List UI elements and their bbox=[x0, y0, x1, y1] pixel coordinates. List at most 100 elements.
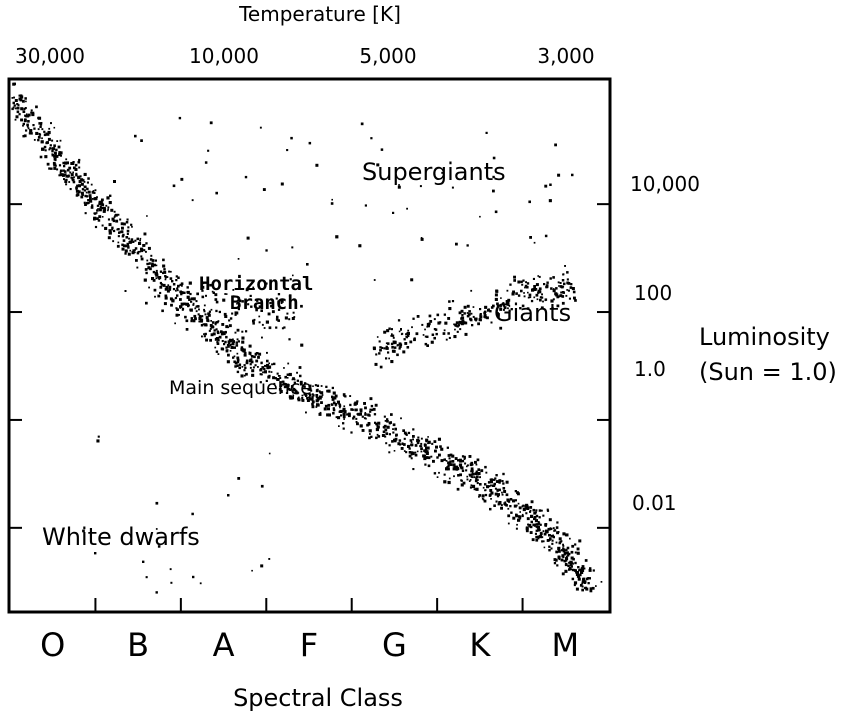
star-point-main-sequence bbox=[542, 514, 545, 517]
star-point-main-sequence bbox=[96, 217, 99, 220]
star-point-main-sequence bbox=[525, 526, 529, 530]
star-point-main-sequence bbox=[19, 97, 22, 100]
star-point-main-sequence bbox=[420, 447, 423, 450]
star-point-giants bbox=[454, 328, 456, 331]
star-point-giants bbox=[455, 325, 457, 327]
star-point-giants bbox=[386, 329, 390, 333]
star-point-main-sequence bbox=[251, 373, 255, 377]
star-point-main-sequence bbox=[364, 406, 367, 410]
star-point-main-sequence bbox=[410, 443, 414, 447]
star-point-horizontal-branch bbox=[202, 323, 205, 326]
star-point-giants bbox=[487, 308, 490, 312]
star-point-main-sequence bbox=[257, 356, 260, 359]
star-point-giants bbox=[426, 322, 430, 326]
star-point-white-dwarfs bbox=[268, 558, 271, 560]
star-point-horizontal-branch bbox=[180, 291, 184, 295]
star-point-main-sequence bbox=[151, 264, 155, 268]
star-point-main-sequence bbox=[298, 366, 302, 369]
star-point-main-sequence bbox=[128, 237, 130, 240]
star-point-main-sequence bbox=[139, 237, 142, 240]
star-point-main-sequence bbox=[296, 379, 299, 382]
star-point-main-sequence bbox=[339, 409, 343, 413]
star-point-main-sequence bbox=[41, 128, 44, 131]
star-point-main-sequence bbox=[521, 513, 524, 516]
star-point-main-sequence bbox=[108, 223, 112, 227]
star-point-main-sequence bbox=[126, 218, 129, 221]
star-point-horizontal-branch bbox=[202, 282, 205, 285]
star-point-main-sequence bbox=[121, 235, 125, 238]
star-point-main-sequence bbox=[65, 175, 68, 178]
star-point-main-sequence bbox=[276, 372, 279, 375]
star-point-main-sequence bbox=[285, 392, 288, 394]
star-point-main-sequence bbox=[367, 422, 371, 426]
star-point-main-sequence bbox=[475, 463, 478, 466]
star-point-horizontal-branch bbox=[164, 296, 168, 300]
star-point-main-sequence bbox=[50, 167, 53, 170]
star-point-giants bbox=[520, 280, 523, 283]
star-point-giants bbox=[527, 296, 530, 299]
star-point-giants bbox=[398, 330, 401, 333]
star-point-horizontal-branch bbox=[241, 300, 244, 303]
star-point-supergiants bbox=[331, 198, 333, 201]
star-point-main-sequence bbox=[64, 180, 68, 183]
star-point-main-sequence bbox=[245, 359, 249, 363]
star-point-main-sequence bbox=[566, 554, 570, 557]
star-point-main-sequence bbox=[516, 523, 518, 526]
star-point-main-sequence bbox=[462, 481, 466, 485]
star-point-main-sequence bbox=[569, 537, 571, 540]
star-point-giants bbox=[490, 321, 493, 324]
star-point-main-sequence bbox=[79, 175, 82, 178]
star-point-main-sequence bbox=[514, 499, 517, 502]
star-point-main-sequence bbox=[229, 344, 232, 347]
star-point-main-sequence bbox=[27, 114, 30, 118]
star-point-main-sequence bbox=[198, 314, 201, 318]
star-point-horizontal-branch bbox=[275, 318, 279, 321]
star-point-main-sequence bbox=[47, 130, 51, 135]
star-point-main-sequence bbox=[234, 331, 237, 334]
star-point-main-sequence bbox=[76, 193, 80, 197]
star-point-horizontal-branch bbox=[225, 293, 228, 295]
star-point-giants bbox=[484, 310, 487, 314]
star-point-main-sequence bbox=[63, 165, 66, 168]
star-point-supergiants bbox=[420, 237, 423, 239]
star-point-main-sequence bbox=[299, 374, 302, 378]
star-point-main-sequence bbox=[162, 264, 166, 268]
star-point-main-sequence bbox=[315, 394, 319, 397]
star-point-main-sequence bbox=[134, 251, 136, 254]
star-point-main-sequence bbox=[424, 445, 427, 447]
star-point-main-sequence bbox=[366, 423, 369, 427]
star-point-main-sequence bbox=[477, 471, 481, 476]
star-point-main-sequence bbox=[92, 190, 95, 192]
star-point-main-sequence bbox=[278, 387, 282, 391]
star-point-main-sequence bbox=[581, 585, 584, 588]
star-point-main-sequence bbox=[420, 437, 423, 440]
star-point-main-sequence bbox=[370, 404, 374, 408]
star-point-main-sequence bbox=[226, 344, 230, 347]
star-point-main-sequence bbox=[127, 245, 130, 248]
star-point-main-sequence bbox=[325, 385, 328, 388]
star-point-main-sequence bbox=[111, 226, 114, 229]
star-point-main-sequence bbox=[87, 177, 90, 180]
star-point-main-sequence bbox=[170, 270, 172, 273]
star-point-main-sequence bbox=[535, 509, 538, 512]
star-point-main-sequence bbox=[53, 157, 57, 161]
star-point-main-sequence bbox=[58, 174, 61, 177]
star-point-main-sequence bbox=[172, 283, 176, 286]
star-point-main-sequence bbox=[75, 172, 78, 175]
star-point-main-sequence bbox=[59, 139, 62, 142]
star-point-main-sequence bbox=[301, 397, 304, 400]
star-point-main-sequence bbox=[408, 447, 411, 450]
star-point-main-sequence bbox=[64, 173, 67, 176]
star-point-main-sequence bbox=[332, 407, 335, 410]
star-point-main-sequence bbox=[536, 523, 539, 526]
star-point-main-sequence bbox=[574, 561, 577, 565]
star-point-main-sequence bbox=[503, 502, 506, 505]
star-point-main-sequence bbox=[475, 487, 479, 491]
star-point-main-sequence bbox=[59, 169, 63, 173]
star-point-main-sequence bbox=[72, 180, 76, 184]
star-point-white-dwarfs bbox=[155, 591, 158, 594]
star-point-giants bbox=[515, 292, 518, 295]
star-point-main-sequence bbox=[112, 229, 116, 233]
star-point-main-sequence bbox=[69, 188, 72, 191]
